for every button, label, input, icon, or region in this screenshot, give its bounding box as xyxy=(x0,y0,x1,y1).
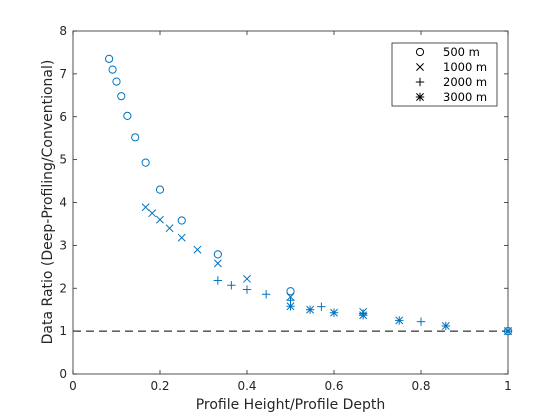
y-tick-label: 0 xyxy=(59,367,67,381)
x-tick-label: 0.8 xyxy=(411,379,430,393)
legend-marker-x xyxy=(416,63,424,71)
legend-entry: 500 m xyxy=(415,45,480,59)
point-3000-m xyxy=(441,321,450,331)
point-1000-m xyxy=(156,215,164,224)
point-500-m xyxy=(112,77,121,86)
point-2000-m xyxy=(227,281,236,290)
point-500-m xyxy=(155,185,165,194)
y-axis-label: Data Ratio (Deep-Profiling/Conventional) xyxy=(40,60,56,345)
point-3000-m xyxy=(305,305,315,314)
point-500-m xyxy=(105,54,114,63)
y-tick-label: 8 xyxy=(59,24,67,38)
y-tick-label: 6 xyxy=(59,110,67,124)
point-1000-m xyxy=(165,224,174,233)
point-500-m xyxy=(177,216,186,225)
point-500-m xyxy=(108,65,117,74)
y-tick-label: 3 xyxy=(59,238,67,252)
data-points xyxy=(105,54,513,336)
y-tick-label: 5 xyxy=(59,153,67,167)
point-2000-m xyxy=(242,285,252,294)
legend-label: 1000 m xyxy=(443,60,487,74)
y-tick-label: 2 xyxy=(59,281,67,295)
x-tick-label: 0 xyxy=(69,379,77,393)
point-500-m xyxy=(213,250,222,259)
x-tick-label: 0.4 xyxy=(237,379,256,393)
y-tick-label: 4 xyxy=(59,196,67,210)
point-500-m xyxy=(117,92,126,101)
legend-label: 3000 m xyxy=(443,90,487,104)
x-axis-label: Profile Height/Profile Depth xyxy=(196,397,386,413)
point-3000-m xyxy=(395,316,404,325)
point-500-m xyxy=(131,133,140,142)
point-500-m xyxy=(123,111,132,120)
point-1000-m xyxy=(213,259,222,268)
axis-ticks: 0 0.2 0.4 0.6 0.8 1 0 1 2 3 4 5 6 7 8 xyxy=(59,24,511,393)
x-tick-label: 0.2 xyxy=(150,379,169,393)
point-500-m xyxy=(141,158,150,167)
legend-marker-plus xyxy=(415,77,425,87)
y-tick-label: 1 xyxy=(59,324,67,338)
point-3000-m xyxy=(286,302,295,311)
legend-entry: 3000 m xyxy=(415,90,487,104)
point-1000-m xyxy=(148,209,157,218)
x-tick-label: 0.6 xyxy=(324,379,343,393)
point-500-m xyxy=(286,287,295,296)
point-2000-m xyxy=(416,317,426,326)
point-1000-m xyxy=(177,233,186,242)
x-tick-label: 1 xyxy=(504,379,512,393)
point-3000-m xyxy=(503,326,513,336)
point-1000-m xyxy=(193,245,202,254)
legend-marker-circle xyxy=(415,47,425,57)
point-3000-m xyxy=(358,311,368,320)
point-3000-m xyxy=(329,308,339,317)
y-tick-label: 7 xyxy=(59,67,67,81)
point-2000-m xyxy=(261,290,271,299)
legend-entry: 1000 m xyxy=(416,60,487,74)
legend-label: 500 m xyxy=(443,45,480,59)
point-1000-m xyxy=(243,274,251,283)
point-2000-m xyxy=(317,302,326,311)
legend-entry: 2000 m xyxy=(415,75,487,89)
point-1000-m xyxy=(141,203,150,212)
legend-label: 2000 m xyxy=(443,75,487,89)
legend-marker-asterisk xyxy=(415,92,425,102)
point-2000-m xyxy=(213,276,223,285)
legend-box xyxy=(391,42,498,107)
